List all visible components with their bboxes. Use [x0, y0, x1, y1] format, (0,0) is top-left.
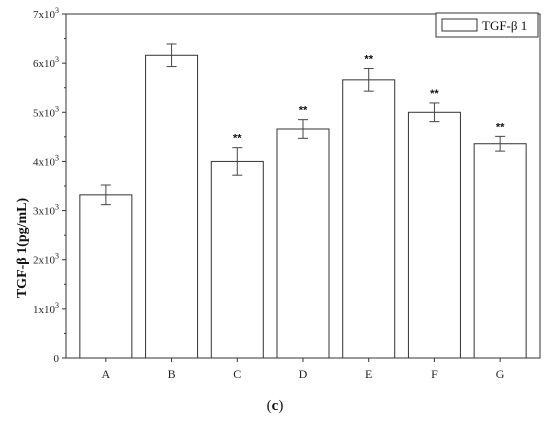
x-tick-label-B: B	[168, 367, 176, 381]
legend: TGF-β 1	[435, 12, 539, 38]
panel-close-paren: )	[278, 398, 284, 414]
y-tick-label: 0	[54, 353, 60, 365]
x-tick-label-E: E	[365, 367, 372, 381]
y-tick-label: 7x103	[33, 6, 59, 21]
significance-E: **	[364, 54, 373, 66]
y-tick-label: 4x103	[33, 153, 59, 168]
panel-letter: c	[271, 398, 279, 414]
y-tick-label: 5x103	[33, 104, 59, 119]
significance-G: **	[496, 121, 505, 133]
bar-A	[79, 194, 133, 359]
panel-open-paren: (	[266, 398, 272, 414]
bar-B	[145, 54, 199, 359]
significance-C: **	[233, 133, 242, 145]
legend-label: TGF-β 1	[482, 18, 527, 33]
bar-chart: 0 1x103 2x103 3x103 4x103 5x103 6x103 7x103 A B **…	[15, 6, 541, 381]
bar-G	[473, 143, 527, 359]
y-axis-label: TGF-β 1(pg/mL)	[15, 198, 30, 299]
significance-F: **	[430, 88, 439, 100]
legend-swatch	[441, 18, 478, 32]
bar-F	[407, 111, 461, 359]
x-tick-label-F: F	[431, 367, 438, 381]
x-tick-label-A: A	[102, 367, 111, 381]
bars	[79, 43, 527, 359]
bar-C	[210, 160, 264, 359]
panel-label: (c)	[0, 398, 550, 415]
y-tick-label: 2x103	[33, 252, 59, 267]
labels: 0 1x103 2x103 3x103 4x103 5x103 6x103 7x103 A B **…	[33, 6, 505, 381]
x-tick-label-C: C	[233, 367, 241, 381]
y-tick-label: 1x103	[33, 301, 59, 316]
y-tick-label: 3x103	[33, 203, 59, 218]
x-tick-label-G: G	[496, 367, 505, 381]
x-tick-label-D: D	[299, 367, 308, 381]
significance-D: **	[299, 105, 308, 117]
y-tick-label: 6x103	[33, 55, 59, 70]
bar-E	[342, 79, 396, 359]
bar-D	[276, 128, 330, 359]
